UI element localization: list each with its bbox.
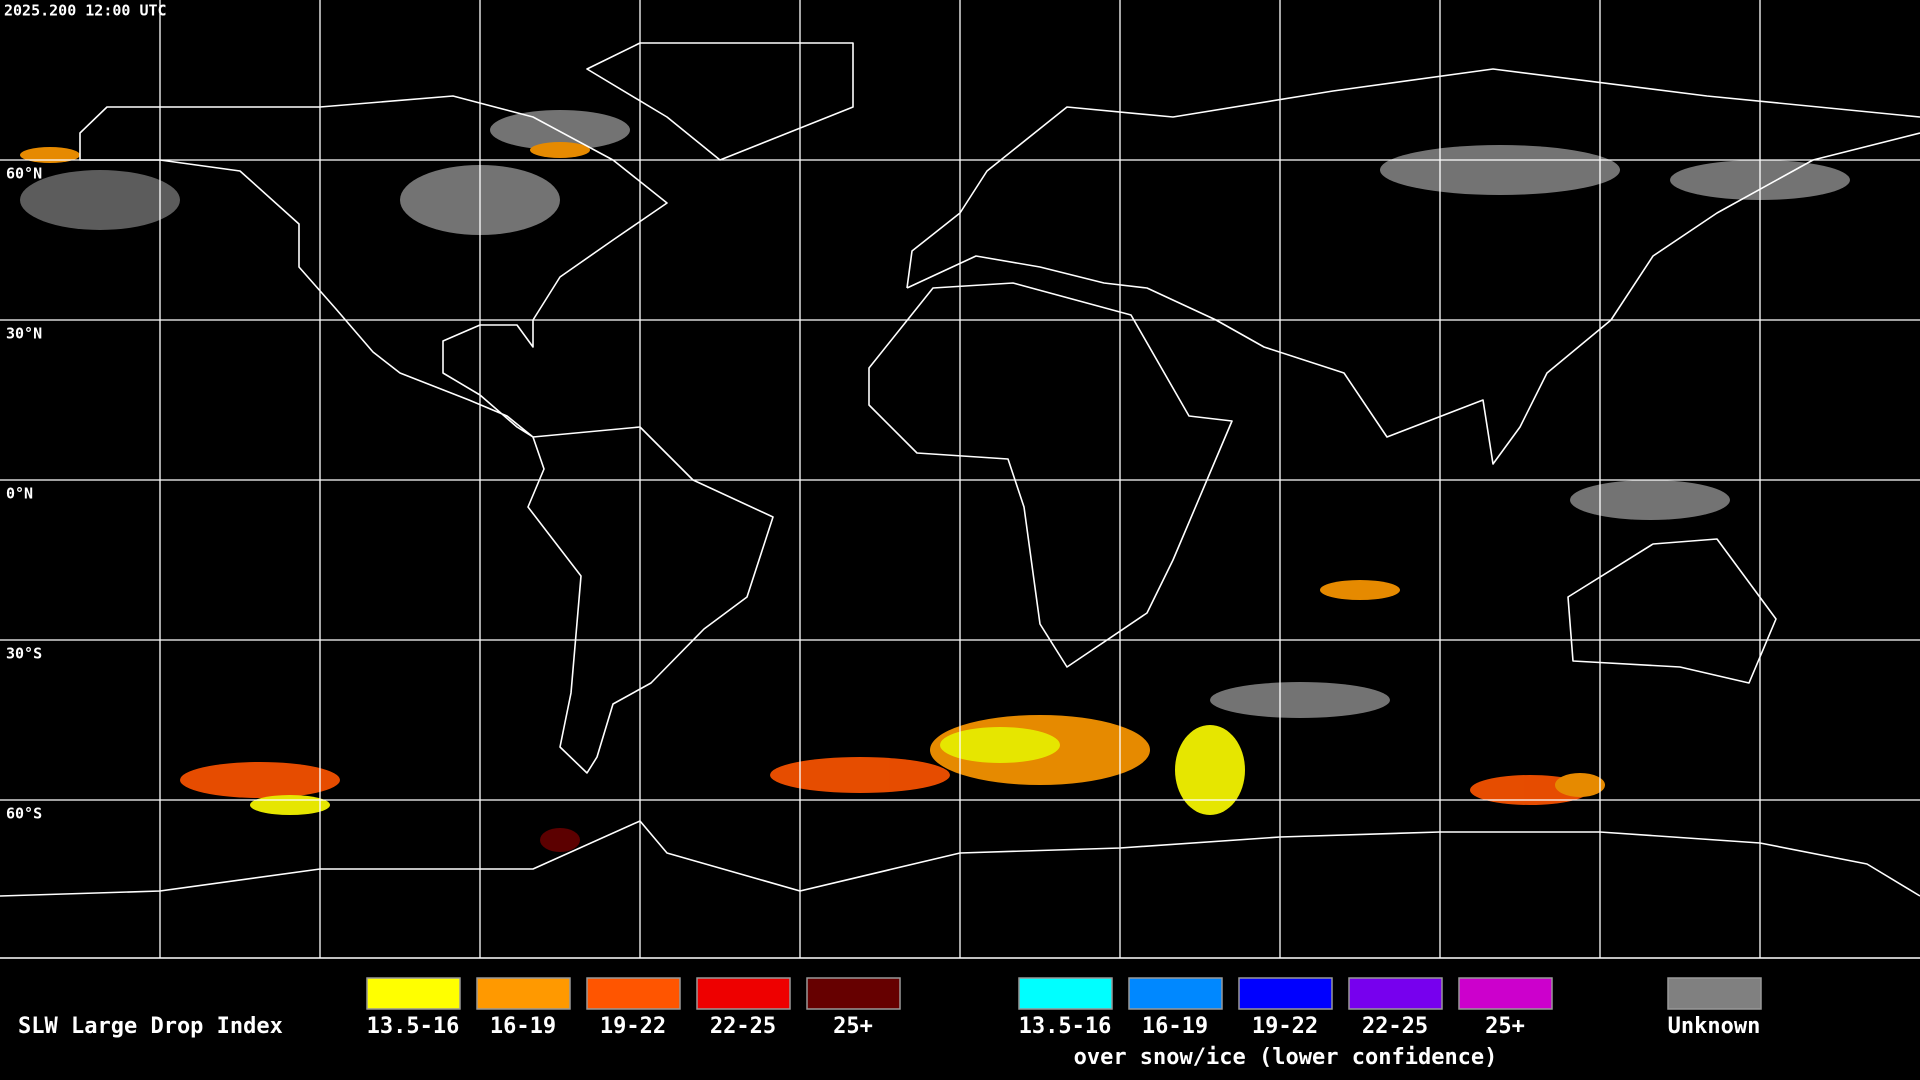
legend-swatch: [1018, 977, 1113, 1010]
slw-patch: [20, 147, 80, 163]
legend-label: 16-19: [490, 1014, 556, 1039]
legend-swatch: [1128, 977, 1223, 1010]
australia-coast: [1567, 538, 1777, 684]
slw-patch: [1320, 580, 1400, 600]
slw-patch: [940, 727, 1060, 763]
legend-swatch: [366, 977, 461, 1010]
unknown-patch: [490, 110, 630, 150]
legend-label: 16-19: [1142, 1014, 1208, 1039]
legend-label: 25+: [833, 1014, 873, 1039]
unknown-patch: [1380, 145, 1620, 195]
legend-swatch: [1667, 977, 1762, 1010]
legend-swatch: [476, 977, 571, 1010]
slw-patch: [180, 762, 340, 798]
africa-coast: [868, 282, 1233, 668]
slw-patch: [530, 142, 590, 158]
slw-patch: [1555, 773, 1605, 797]
latitude-label: 0°N: [6, 485, 33, 503]
legend-panel: [0, 958, 1920, 1080]
legend-label: 22-25: [1362, 1014, 1428, 1039]
south-america-coast: [527, 426, 774, 774]
legend-swatch: [586, 977, 681, 1010]
legend-swatch: [1238, 977, 1333, 1010]
latitude-label: 30°N: [6, 325, 42, 343]
legend-label: Unknown: [1668, 1014, 1761, 1039]
latitude-label: 30°S: [6, 645, 42, 663]
legend-swatch: [806, 977, 901, 1010]
latitude-label: 60°S: [6, 805, 42, 823]
cloud-patches: [20, 110, 1850, 852]
unknown-patch: [1570, 480, 1730, 520]
legend-label: 25+: [1485, 1014, 1525, 1039]
slw-patch: [1175, 725, 1245, 815]
legend-label: 22-25: [710, 1014, 776, 1039]
timestamp: 2025.200 12:00 UTC: [4, 2, 167, 20]
legend: 13.5-16 16-19 19-22 22-25 25+ 13.5-16 16-19 19-…: [366, 977, 1762, 1070]
unknown-patch: [20, 170, 180, 230]
slw-patch: [250, 795, 330, 815]
north-america-coast: [79, 95, 668, 438]
slw-patch: [770, 757, 950, 793]
legend-label: 19-22: [600, 1014, 666, 1039]
legend-caption: over snow/ice (lower confidence): [1074, 1045, 1498, 1070]
legend-title: SLW Large Drop Index: [18, 1014, 283, 1039]
legend-label: 19-22: [1252, 1014, 1318, 1039]
legend-swatch: [1458, 977, 1553, 1010]
legend-swatch: [1348, 977, 1443, 1010]
legend-label: 13.5-16: [1019, 1014, 1112, 1039]
slw-patch: [540, 828, 580, 852]
graticule: 60°N 30°N 0°N 30°S 60°S: [0, 0, 1920, 958]
unknown-patch: [1210, 682, 1390, 718]
legend-label: 13.5-16: [367, 1014, 460, 1039]
legend-swatch: [696, 977, 791, 1010]
latitude-label: 60°N: [6, 165, 42, 183]
